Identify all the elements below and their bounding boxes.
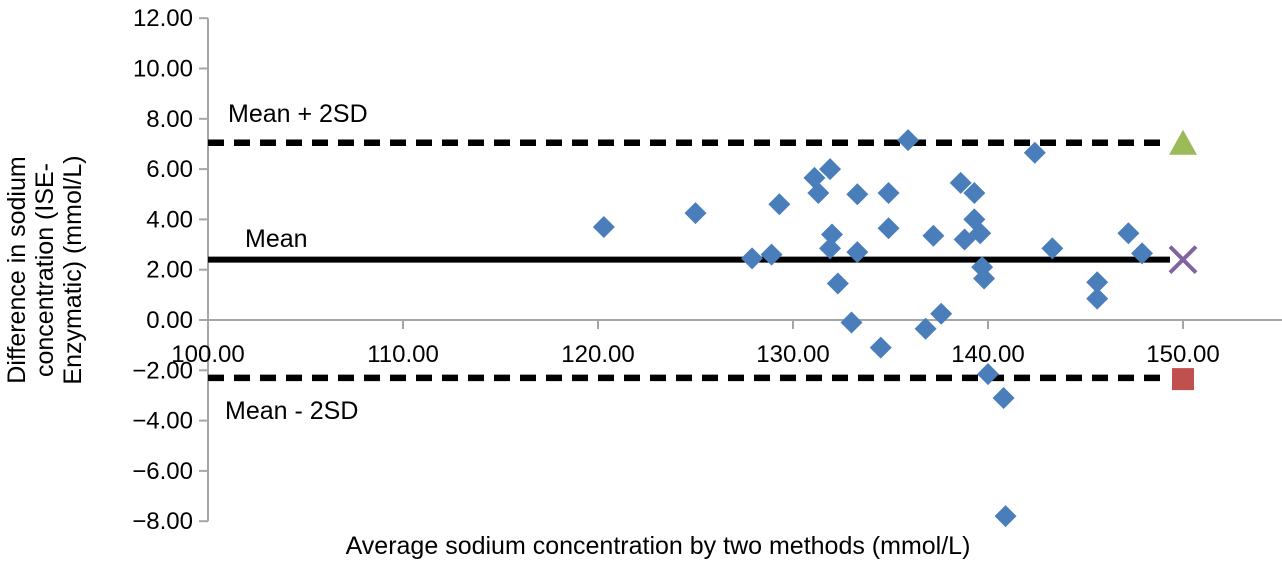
data-point-diamond xyxy=(963,181,986,204)
data-point-diamond xyxy=(1086,271,1109,294)
y-tick-label: −4.00 xyxy=(132,408,193,435)
data-point-diamond xyxy=(846,183,869,206)
data-point-diamond xyxy=(1023,141,1046,164)
data-point-diamond xyxy=(1117,222,1140,245)
data-point-diamond xyxy=(992,386,1015,409)
data-point-diamond xyxy=(821,223,843,246)
data-point-diamond xyxy=(846,241,869,264)
data-point-diamond xyxy=(869,336,892,359)
data-point-diamond xyxy=(922,224,945,247)
y-axis-title: Difference in sodium concentration (ISE-… xyxy=(3,155,87,385)
data-point-diamond xyxy=(1086,287,1109,310)
x-tick-label: 100.00 xyxy=(171,341,244,368)
data-point-diamond xyxy=(840,311,863,334)
lower-limit-label: Mean - 2SD xyxy=(225,397,359,425)
data-point-diamond xyxy=(973,267,996,290)
x-tick-label: 120.00 xyxy=(561,341,634,368)
y-tick-label: 10.00 xyxy=(133,56,193,83)
upper-limit-label: Mean + 2SD xyxy=(228,100,368,128)
data-point-diamond xyxy=(930,302,953,325)
y-tick-label: −2.00 xyxy=(132,357,193,384)
y-tick-label: 2.00 xyxy=(146,257,193,284)
y-tick-label: 8.00 xyxy=(146,106,193,133)
data-point-diamond xyxy=(914,317,937,340)
y-tick-label: 0.00 xyxy=(146,307,193,334)
y-tick-label: 4.00 xyxy=(146,206,193,233)
data-point-diamond xyxy=(1131,242,1154,265)
mean-label: Mean xyxy=(245,225,308,253)
data-point-diamond xyxy=(977,363,999,386)
data-point-diamond xyxy=(994,505,1017,528)
data-point-diamond xyxy=(897,129,920,152)
data-point-diamond xyxy=(592,215,615,238)
data-point-diamond xyxy=(877,217,900,240)
data-point-diamond xyxy=(1041,237,1064,260)
lower-limit-square-marker xyxy=(1172,368,1194,391)
x-tick-label: 130.00 xyxy=(756,341,829,368)
data-point-diamond xyxy=(819,158,842,181)
y-tick-label: 12.00 xyxy=(133,5,193,32)
y-tick-label: −8.00 xyxy=(132,508,193,535)
data-point-diamond xyxy=(969,222,992,245)
data-point-diamond xyxy=(684,202,707,225)
x-axis-title: Average sodium concentration by two meth… xyxy=(345,532,971,560)
upper-limit-triangle-marker xyxy=(1169,129,1197,155)
data-point-diamond xyxy=(949,171,972,194)
y-tick-label: −6.00 xyxy=(132,458,193,485)
mean-x-marker xyxy=(1168,245,1198,275)
y-tick-label: 6.00 xyxy=(146,156,193,183)
x-tick-label: 150.00 xyxy=(1146,341,1219,368)
data-point-diamond xyxy=(803,166,826,189)
data-point-diamond xyxy=(741,247,764,270)
data-point-diamond xyxy=(768,193,791,216)
data-point-diamond xyxy=(877,181,900,204)
data-point-diamond xyxy=(760,243,783,266)
data-point-diamond xyxy=(819,237,842,260)
data-point-diamond xyxy=(826,272,849,295)
x-tick-label: 110.00 xyxy=(367,341,439,368)
data-point-diamond xyxy=(807,181,830,204)
